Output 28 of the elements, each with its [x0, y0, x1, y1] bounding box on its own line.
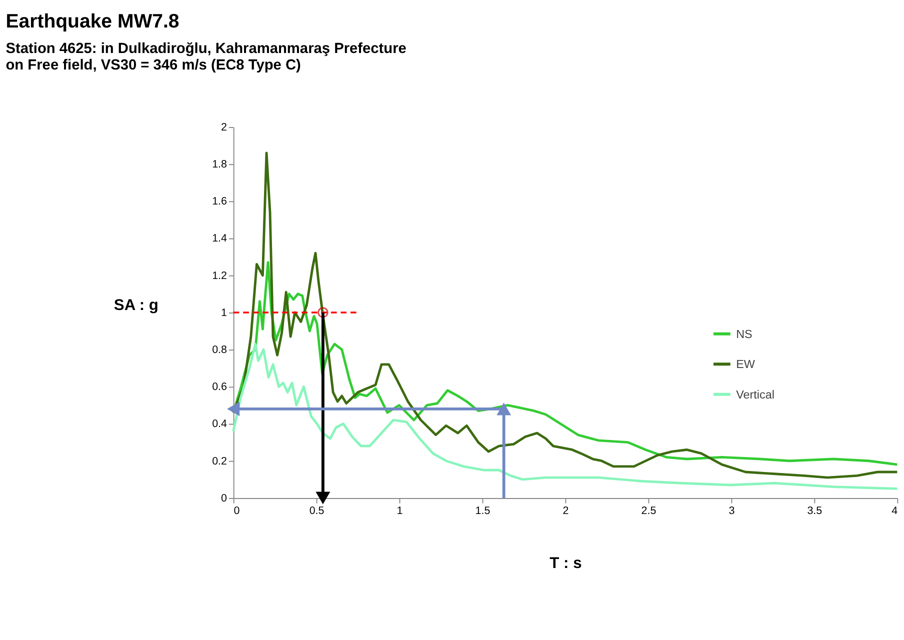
x-tick-label: 0 — [234, 505, 240, 518]
text: on Free field, VS30 = 346 m/s (EC8 Type C) — [6, 57, 301, 74]
x-tick-label: 3.5 — [807, 505, 822, 518]
x-tick-label: 1.5 — [475, 505, 490, 518]
legend-label: Vertical — [736, 388, 774, 402]
y-tick-label: 0.8 — [212, 344, 228, 356]
x-axis-title: T : s — [550, 554, 582, 572]
y-tick-label: 0.2 — [212, 455, 228, 468]
y-tick-label: 1.8 — [212, 158, 228, 171]
chart-title: Earthquake MW7.8 — [6, 10, 180, 32]
x-tick-label: 3 — [728, 505, 735, 518]
x-tick-label: 0.5 — [309, 505, 324, 518]
y-tick-label: 0 — [221, 492, 228, 504]
legend-label: NS — [736, 328, 753, 341]
legend-label: EW — [736, 358, 755, 372]
y-tick-label: 2 — [221, 121, 228, 134]
y-tick-label: 0.4 — [212, 418, 228, 430]
y-tick-label: 1 — [221, 306, 228, 319]
x-tick-label: 2.5 — [641, 505, 656, 518]
x-tick-label: 2 — [562, 505, 569, 518]
y-tick-label: 1.2 — [212, 270, 228, 282]
y-tick-label: 1.4 — [212, 232, 228, 245]
y-tick-label: 1.6 — [212, 196, 228, 208]
y-axis-title: SA : g — [114, 297, 158, 314]
y-tick-label: 0.6 — [212, 381, 228, 394]
x-tick-label: 4 — [892, 505, 898, 518]
x-tick-label: 1 — [396, 505, 403, 518]
text: Station 4625: in Dulkadiroğlu, Kahramanmaraş Prefecture — [6, 40, 406, 57]
